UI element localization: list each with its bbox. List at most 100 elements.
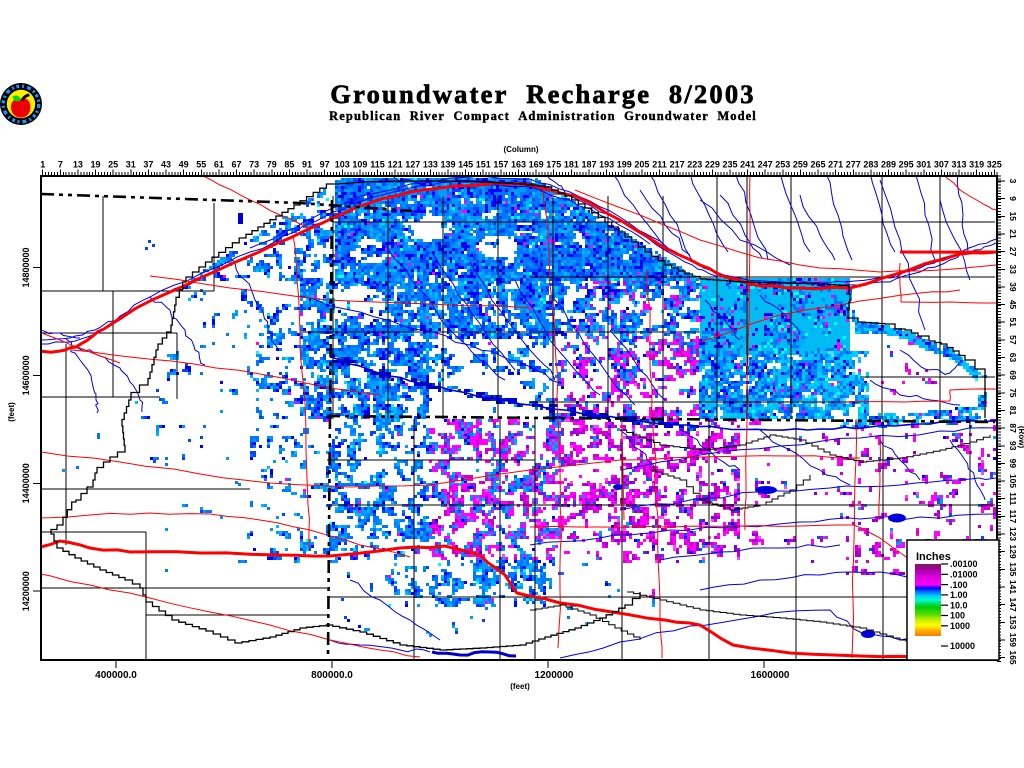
svg-text:800000.0: 800000.0 bbox=[311, 670, 353, 681]
svg-text:85: 85 bbox=[284, 160, 294, 170]
svg-text:205: 205 bbox=[634, 160, 649, 170]
svg-text:39: 39 bbox=[1008, 282, 1018, 292]
svg-text:121: 121 bbox=[388, 160, 403, 170]
svg-text:(feet): (feet) bbox=[510, 682, 530, 691]
svg-text:33: 33 bbox=[1008, 265, 1018, 275]
svg-text:1.00: 1.00 bbox=[950, 590, 968, 600]
svg-text:63: 63 bbox=[1008, 353, 1018, 363]
svg-text:277: 277 bbox=[846, 160, 861, 170]
svg-text:79: 79 bbox=[267, 160, 277, 170]
svg-text:123: 123 bbox=[1008, 527, 1018, 541]
svg-text:307: 307 bbox=[934, 160, 949, 170]
svg-text:31: 31 bbox=[126, 160, 136, 170]
svg-text:14800000: 14800000 bbox=[21, 247, 31, 287]
svg-text:163: 163 bbox=[511, 160, 526, 170]
svg-text:151: 151 bbox=[476, 160, 491, 170]
svg-text:19: 19 bbox=[91, 160, 101, 170]
svg-text:1200000: 1200000 bbox=[535, 670, 574, 681]
svg-text:69: 69 bbox=[1008, 370, 1018, 380]
svg-text:175: 175 bbox=[546, 160, 561, 170]
svg-text:3: 3 bbox=[1008, 179, 1018, 184]
svg-text:1000: 1000 bbox=[950, 621, 970, 631]
svg-text:67: 67 bbox=[232, 160, 242, 170]
svg-text:1: 1 bbox=[40, 160, 45, 170]
svg-text:159: 159 bbox=[1008, 633, 1018, 647]
svg-text:57: 57 bbox=[1008, 335, 1018, 345]
svg-text:100: 100 bbox=[950, 611, 965, 621]
svg-text:259: 259 bbox=[793, 160, 808, 170]
svg-text:265: 265 bbox=[811, 160, 826, 170]
svg-text:.01000: .01000 bbox=[950, 570, 978, 580]
svg-text:1600000: 1600000 bbox=[751, 670, 790, 681]
svg-text:103: 103 bbox=[335, 160, 350, 170]
svg-text:319: 319 bbox=[969, 160, 984, 170]
svg-text:7: 7 bbox=[58, 160, 63, 170]
svg-text:Groundwater Recharge 8/2003: Groundwater Recharge 8/2003 bbox=[330, 79, 755, 109]
svg-text:135: 135 bbox=[1008, 562, 1018, 576]
svg-text:147: 147 bbox=[1008, 598, 1018, 612]
svg-text:193: 193 bbox=[599, 160, 614, 170]
svg-text:14200000: 14200000 bbox=[21, 571, 31, 611]
svg-text:157: 157 bbox=[493, 160, 508, 170]
svg-text:111: 111 bbox=[1008, 492, 1018, 506]
svg-text:127: 127 bbox=[405, 160, 420, 170]
svg-text:(feet): (feet) bbox=[7, 402, 16, 422]
svg-text:73: 73 bbox=[249, 160, 259, 170]
svg-text:153: 153 bbox=[1008, 615, 1018, 629]
svg-text:Republican River Compact Ad: Republican River Compact Administration … bbox=[329, 109, 757, 123]
svg-text:133: 133 bbox=[423, 160, 438, 170]
svg-text:43: 43 bbox=[161, 160, 171, 170]
svg-text:.00100: .00100 bbox=[950, 559, 978, 569]
svg-text:165: 165 bbox=[1008, 650, 1018, 664]
svg-text:51: 51 bbox=[1008, 317, 1018, 327]
svg-text:(Column): (Column) bbox=[503, 145, 538, 154]
svg-text:253: 253 bbox=[775, 160, 790, 170]
svg-text:295: 295 bbox=[899, 160, 914, 170]
svg-text:13: 13 bbox=[73, 160, 83, 170]
svg-text:10.0: 10.0 bbox=[950, 600, 968, 610]
svg-text:241: 241 bbox=[740, 160, 755, 170]
svg-text:99: 99 bbox=[1008, 459, 1018, 469]
svg-text:(Row): (Row) bbox=[1017, 426, 1024, 449]
svg-text:217: 217 bbox=[670, 160, 685, 170]
svg-text:81: 81 bbox=[1008, 406, 1018, 416]
svg-text:187: 187 bbox=[581, 160, 596, 170]
svg-text:.100: .100 bbox=[950, 580, 968, 590]
svg-text:283: 283 bbox=[863, 160, 878, 170]
svg-text:129: 129 bbox=[1008, 545, 1018, 559]
svg-text:271: 271 bbox=[828, 160, 843, 170]
svg-text:301: 301 bbox=[916, 160, 931, 170]
svg-text:25: 25 bbox=[108, 160, 118, 170]
svg-text:15: 15 bbox=[1008, 212, 1018, 222]
svg-text:14400000: 14400000 bbox=[21, 463, 31, 503]
svg-text:75: 75 bbox=[1008, 388, 1018, 398]
svg-text:169: 169 bbox=[529, 160, 544, 170]
svg-text:247: 247 bbox=[758, 160, 773, 170]
svg-text:10000: 10000 bbox=[950, 641, 975, 651]
svg-text:139: 139 bbox=[440, 160, 455, 170]
svg-text:27: 27 bbox=[1008, 247, 1018, 257]
svg-text:Inches: Inches bbox=[916, 551, 951, 563]
svg-text:97: 97 bbox=[320, 160, 330, 170]
svg-text:91: 91 bbox=[302, 160, 312, 170]
svg-text:21: 21 bbox=[1008, 229, 1018, 239]
svg-text:211: 211 bbox=[652, 160, 667, 170]
svg-text:9: 9 bbox=[1008, 196, 1018, 201]
svg-text:87: 87 bbox=[1008, 423, 1018, 433]
svg-text:235: 235 bbox=[722, 160, 737, 170]
svg-text:55: 55 bbox=[196, 160, 206, 170]
svg-text:199: 199 bbox=[617, 160, 632, 170]
svg-text:49: 49 bbox=[179, 160, 189, 170]
svg-text:117: 117 bbox=[1008, 509, 1018, 523]
svg-text:141: 141 bbox=[1008, 580, 1018, 594]
svg-text:109: 109 bbox=[352, 160, 367, 170]
svg-text:37: 37 bbox=[143, 160, 153, 170]
svg-text:145: 145 bbox=[458, 160, 473, 170]
svg-text:115: 115 bbox=[370, 160, 385, 170]
svg-text:61: 61 bbox=[214, 160, 224, 170]
svg-text:45: 45 bbox=[1008, 300, 1018, 310]
svg-text:400000.0: 400000.0 bbox=[95, 670, 137, 681]
svg-text:181: 181 bbox=[564, 160, 579, 170]
svg-text:325: 325 bbox=[987, 160, 1002, 170]
svg-text:229: 229 bbox=[705, 160, 720, 170]
